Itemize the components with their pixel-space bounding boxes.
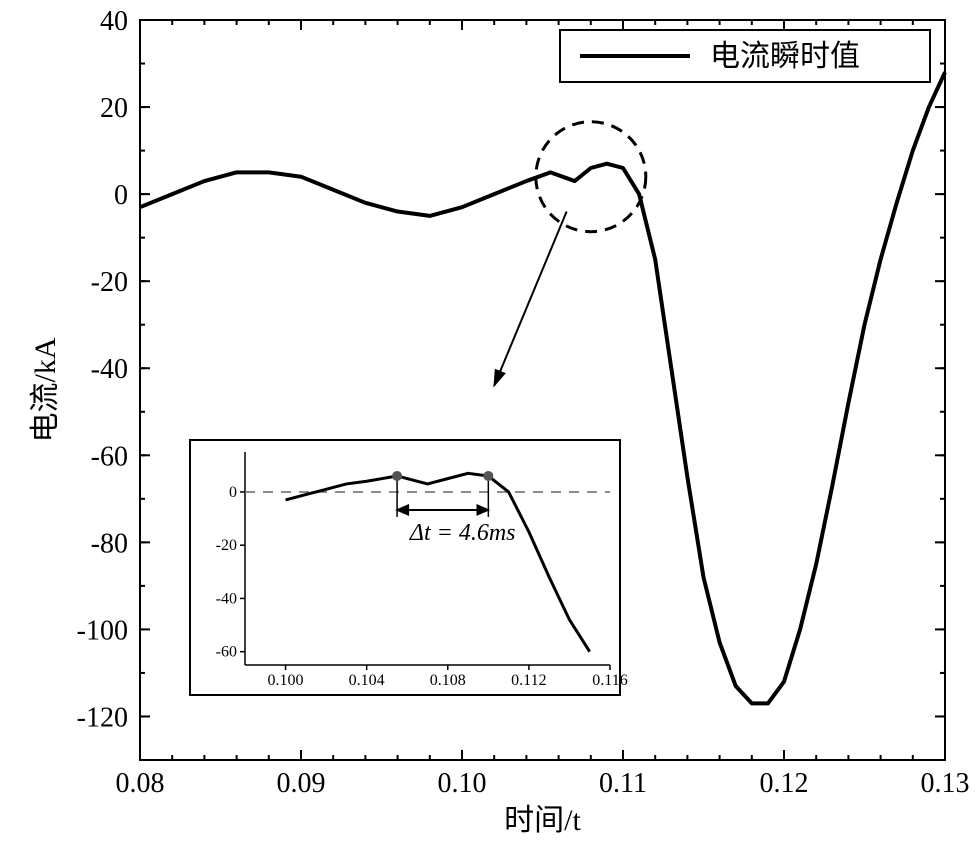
inset-marker-dot	[392, 471, 402, 481]
callout-arrow	[494, 212, 566, 386]
inset-x-tick-label: 0.112	[511, 672, 546, 689]
y-axis-label: 电流/kA	[29, 337, 62, 442]
x-axis-label: 时间/t	[504, 804, 581, 837]
y-tick-label: -60	[91, 441, 128, 472]
y-tick-label: 0	[114, 180, 128, 211]
y-tick-label: -120	[77, 702, 128, 733]
x-tick-label: 0.08	[116, 768, 165, 799]
x-tick-label: 0.10	[438, 768, 487, 799]
inset-x-tick-label: 0.116	[592, 672, 627, 689]
inset-x-tick-label: 0.104	[349, 672, 385, 689]
inset-x-tick-label: 0.108	[430, 672, 466, 689]
inset-y-tick-label: -40	[216, 590, 237, 607]
y-tick-label: -100	[77, 615, 128, 646]
x-tick-label: 0.09	[277, 768, 326, 799]
y-tick-label: 20	[100, 93, 128, 124]
chart-container: -120 -100 -80 -60 -40 -20 0 20 40 0.08 0.09 0.10 0.1…	[0, 0, 979, 845]
inset-y-tick-label: -60	[216, 644, 237, 661]
x-tick-label: 0.11	[599, 768, 647, 799]
y-tick-label: 40	[100, 6, 128, 37]
y-tick-label: -20	[91, 267, 128, 298]
legend-label: 电流瞬时值	[710, 40, 860, 73]
x-tick-label: 0.13	[921, 768, 970, 799]
y-tick-label: -80	[91, 528, 128, 559]
x-tick-label: 0.12	[760, 768, 809, 799]
inset-y-tick-label: 0	[229, 484, 237, 501]
delta-t-label: Δt = 4.6ms	[409, 520, 516, 546]
inset-marker-dot	[483, 471, 493, 481]
y-tick-label: -40	[91, 354, 128, 385]
inset-x-tick-label: 0.100	[268, 672, 304, 689]
chart-svg: -120 -100 -80 -60 -40 -20 0 20 40 0.08 0.09 0.10 0.1…	[0, 0, 979, 845]
inset-y-tick-label: -20	[216, 537, 237, 554]
